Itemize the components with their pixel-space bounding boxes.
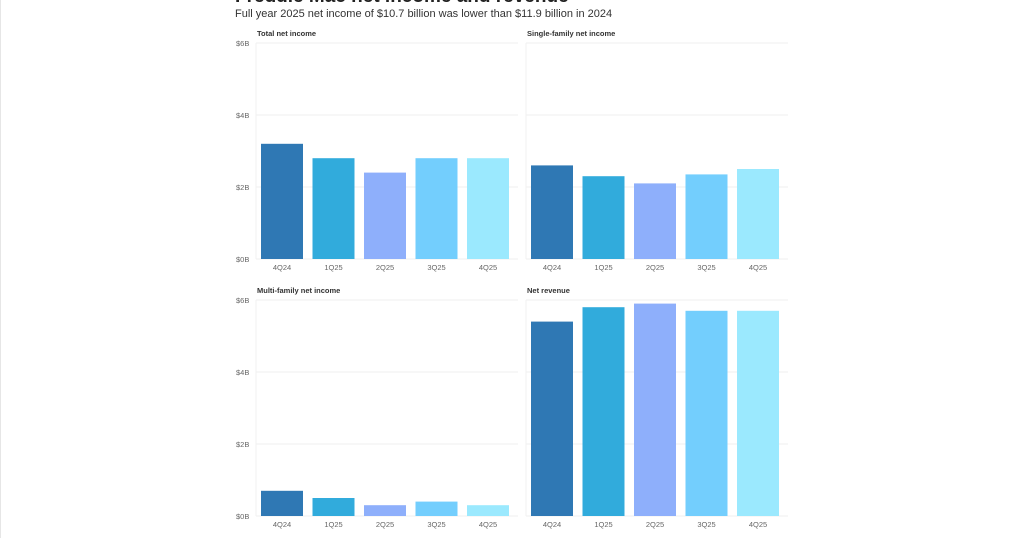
x-tick-label: 4Q24 <box>273 520 291 529</box>
bar-1Q25 <box>582 176 625 259</box>
x-tick-label: 3Q25 <box>427 263 445 272</box>
bar-3Q25 <box>685 174 728 259</box>
bar-4Q24 <box>261 143 303 259</box>
bar-4Q24 <box>531 165 573 259</box>
y-tick-label: $0B <box>236 255 249 264</box>
bar-4Q25 <box>737 310 779 516</box>
bar-2Q25 <box>364 505 406 516</box>
chart-title: Freddie Mac net income and revenue <box>235 0 569 8</box>
bar-2Q25 <box>364 172 406 259</box>
x-tick-label: 1Q25 <box>324 263 342 272</box>
y-tick-label: $4B <box>236 111 249 120</box>
panel-title: Net revenue <box>527 286 570 295</box>
y-tick-label: $6B <box>236 39 249 48</box>
x-tick-label: 3Q25 <box>697 520 715 529</box>
y-tick-label: $0B <box>236 512 249 521</box>
x-tick-label: 2Q25 <box>646 520 664 529</box>
bar-3Q25 <box>685 310 728 516</box>
chart-subtitle: Full year 2025 net income of $10.7 billi… <box>235 8 613 20</box>
y-tick-label: $6B <box>236 296 249 305</box>
x-tick-label: 4Q25 <box>479 263 497 272</box>
y-tick-label: $2B <box>236 440 249 449</box>
x-tick-label: 4Q25 <box>479 520 497 529</box>
panel-title: Total net income <box>257 29 316 38</box>
bar-1Q25 <box>312 498 355 516</box>
bar-2Q25 <box>634 183 676 259</box>
x-tick-label: 4Q24 <box>273 263 291 272</box>
x-tick-label: 4Q25 <box>749 520 767 529</box>
x-tick-label: 1Q25 <box>324 520 342 529</box>
bar-2Q25 <box>634 303 676 516</box>
panel-title: Multi-family net income <box>257 286 340 295</box>
bar-4Q24 <box>531 321 573 516</box>
x-tick-label: 4Q24 <box>543 263 561 272</box>
bar-3Q25 <box>415 501 458 516</box>
x-tick-label: 2Q25 <box>376 263 394 272</box>
y-tick-label: $2B <box>236 183 249 192</box>
bar-1Q25 <box>582 307 625 516</box>
bar-4Q25 <box>737 169 779 259</box>
bar-3Q25 <box>415 158 458 259</box>
x-tick-label: 2Q25 <box>646 263 664 272</box>
x-tick-label: 4Q25 <box>749 263 767 272</box>
panel-title: Single-family net income <box>527 29 615 38</box>
y-tick-label: $4B <box>236 368 249 377</box>
x-tick-label: 3Q25 <box>697 263 715 272</box>
bar-4Q25 <box>467 505 509 516</box>
bar-1Q25 <box>312 158 355 259</box>
bar-4Q24 <box>261 490 303 516</box>
x-tick-label: 2Q25 <box>376 520 394 529</box>
bar-4Q25 <box>467 158 509 259</box>
x-tick-label: 1Q25 <box>594 520 612 529</box>
x-tick-label: 4Q24 <box>543 520 561 529</box>
x-tick-label: 1Q25 <box>594 263 612 272</box>
x-tick-label: 3Q25 <box>427 520 445 529</box>
